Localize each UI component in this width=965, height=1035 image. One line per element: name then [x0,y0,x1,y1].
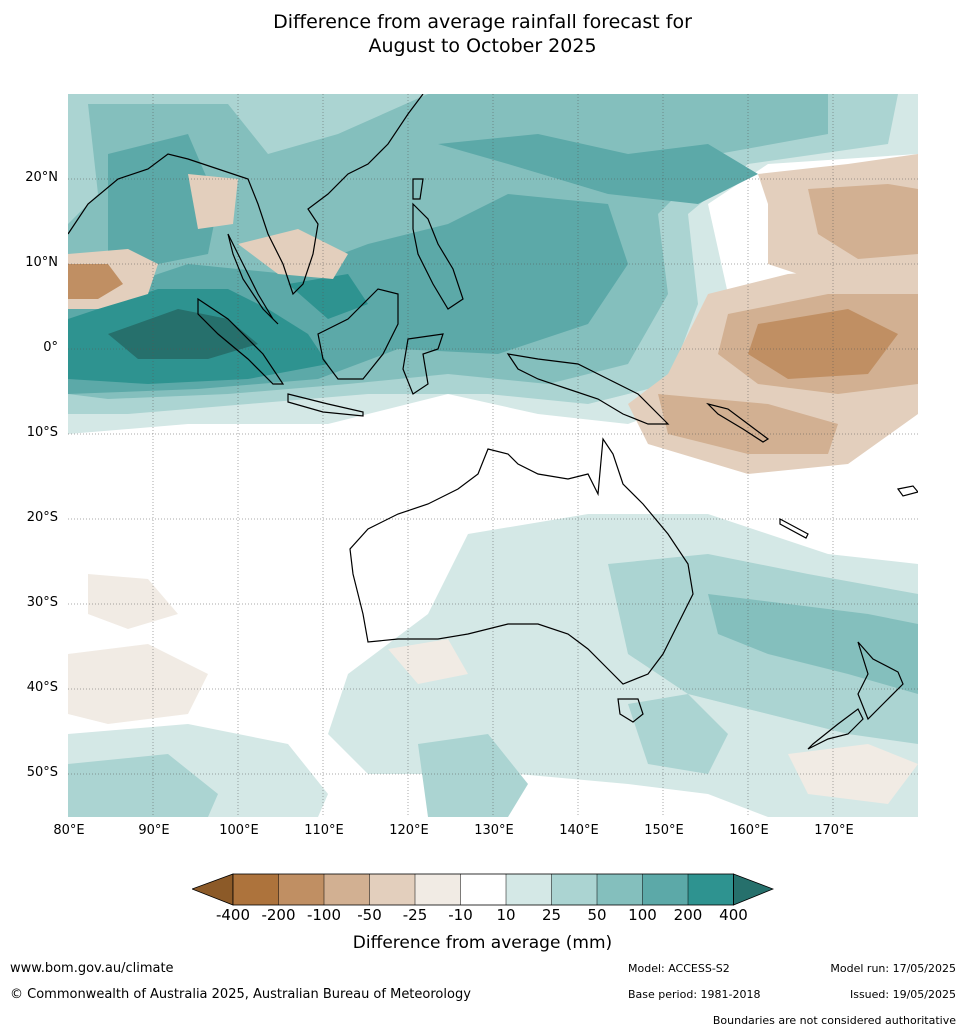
lat-label: 50°S [26,765,58,780]
colorbar-swatch [688,874,734,905]
colorbar-tick: -25 [402,906,428,924]
model-run-text: Model run: 17/05/2025 [830,962,956,975]
lat-label: 20°N [25,170,58,185]
colorbar-swatch [278,874,324,905]
colorbar-swatch [551,874,597,905]
wet-region-p200-sumatra [288,274,368,319]
lat-label: 10°S [26,425,58,440]
new-guinea-coast [506,353,670,425]
colorbar-swatch [460,874,506,905]
wet-region-south-p50 [708,594,918,694]
dry-region-w-m25 [88,574,178,629]
coastlines [68,94,918,750]
rainfall-map [68,94,918,817]
java-coast [287,393,364,417]
lon-label: 90°E [138,823,170,838]
title-line-1: Difference from average rainfall forecas… [273,11,692,33]
boundaries-note: Boundaries are not considered authoritat… [712,1014,956,1027]
copyright-text: © Commonwealth of Australia 2025, Austra… [10,987,471,1002]
base-period-text: Base period: 1981-2018 [628,988,761,1001]
colorbar-swatch [324,874,370,905]
lon-label: 150°E [644,823,684,838]
wet-region-p100-ne [438,134,758,204]
colorbar [192,873,774,906]
lat-label: 20°S [26,510,58,525]
tasmania-coast [617,698,644,723]
website-link[interactable]: www.bom.gov.au/climate [10,961,174,976]
dry-region-indochina [238,229,348,279]
colorbar-swatch [597,874,643,905]
nz-north-coast [857,641,904,721]
fiji-coast [896,485,918,497]
wet-region-p100-north [108,134,218,264]
lon-label: 80°E [53,823,85,838]
dry-region-india-core [68,264,123,299]
colorbar-tick: -50 [357,906,382,924]
lon-label: 120°E [389,823,429,838]
wet-region-s-p25 [418,734,528,817]
lat-label: 40°S [26,680,58,695]
colorbar-tick: 25 [541,906,562,924]
colorbar-tick: -100 [306,906,342,924]
colorbar-swatch [506,874,552,905]
colorbar-tick: -200 [261,906,296,924]
map-title: Difference from average rainfall forecas… [0,10,965,58]
title-line-2: August to October 2025 [368,35,597,57]
dry-region-pacific-north-core [808,184,918,259]
colorbar-extend-wet [733,873,774,906]
colorbar-tick: 100 [628,906,657,924]
lon-label: 170°E [814,823,854,838]
model-text: Model: ACCESS-S2 [628,962,730,975]
borneo-coast [317,288,399,380]
colorbar-tick: 10 [496,906,516,924]
lon-label: 130°E [474,823,514,838]
malay-coast [227,233,279,325]
colorbar-tick: 200 [673,906,703,924]
asia-coast [68,94,424,296]
lat-label: 0° [43,340,58,355]
australia-coast [349,437,694,685]
wet-region-very-wet [108,309,258,359]
colorbar-tick: -10 [448,906,473,924]
wet-region-sw-p25 [68,754,218,817]
colorbar-swatch [233,874,279,905]
dry-region-pacific-m200 [748,309,898,379]
colorbar-tick: 50 [587,906,607,924]
wet-region-tas-p25 [628,694,728,774]
lat-label: 30°S [26,595,58,610]
map-svg [68,94,918,817]
nz-south-coast [807,708,864,750]
dry-region-nz-m25 [788,744,918,804]
colorbar-title: Difference from average (mm) [352,933,613,953]
lon-label: 160°E [729,823,769,838]
colorbar-swatch [369,874,415,905]
colorbar-tick: 400 [719,906,748,924]
solomons-coast [706,402,770,443]
lat-label: 10°N [25,255,58,270]
sumatra-coast [197,297,285,385]
colorbar-swatch [642,874,688,905]
sulawesi-coast [402,333,444,395]
lon-label: 140°E [559,823,599,838]
colorbar-extend-dry [192,873,234,906]
lon-label: 100°E [219,823,259,838]
taiwan-coast [412,178,424,200]
colorbar-swatch [415,874,461,905]
lon-label: 110°E [304,823,344,838]
dry-region-mid-m25 [388,639,468,684]
new-caledonia-coast [779,517,809,539]
philippines-coast [412,202,464,310]
dry-region-indochina-2 [188,174,238,229]
colorbar-tick: -400 [215,906,251,924]
issued-text: Issued: 19/05/2025 [849,988,956,1001]
dry-region-sw-m25 [68,644,208,724]
graticule [68,94,918,817]
